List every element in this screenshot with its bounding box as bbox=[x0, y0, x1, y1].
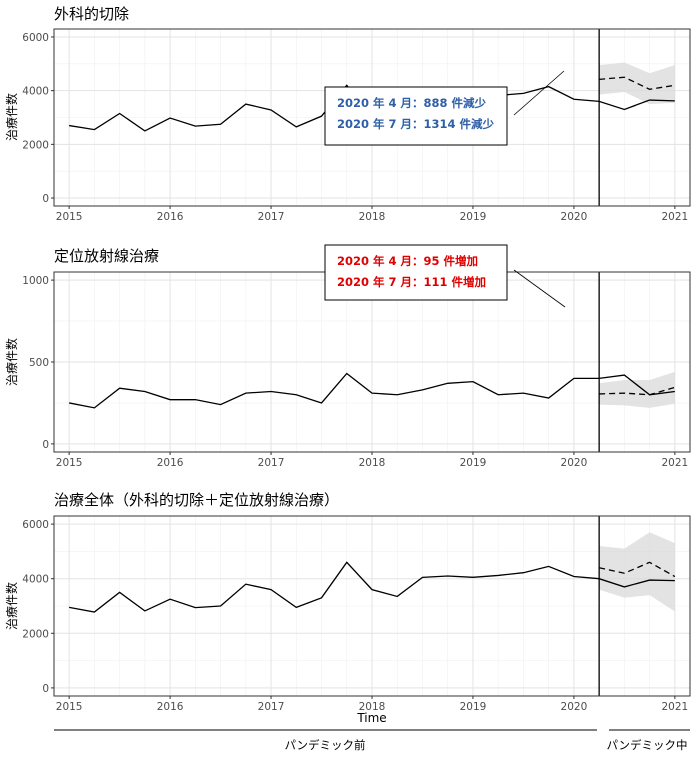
x-axis-label: Time bbox=[356, 711, 386, 725]
x-tick-label: 2019 bbox=[460, 457, 487, 469]
annotation-text: 2020 年 4 月：95 件増加 bbox=[337, 254, 478, 268]
x-tick-label: 2018 bbox=[359, 211, 386, 223]
panel2-plot: 0 500 1000 2015 2016 2017 2018 2019 2020 2021 2020… bbox=[22, 244, 691, 469]
y-tick-label: 500 bbox=[29, 357, 49, 369]
annotation-box bbox=[324, 244, 508, 301]
x-tick-label: 2018 bbox=[359, 701, 386, 713]
y-tick-label: 4000 bbox=[22, 574, 49, 586]
y-tick-label: 6000 bbox=[22, 519, 49, 531]
annotation-leader-line bbox=[513, 269, 566, 308]
x-tick-label: 2016 bbox=[157, 457, 184, 469]
x-tick-label: 2017 bbox=[258, 701, 285, 713]
annotation-leader-line bbox=[513, 70, 565, 116]
y-tick-label: 0 bbox=[42, 439, 49, 451]
x-tick-label: 2015 bbox=[56, 211, 83, 223]
panel1-plot: 0 2000 4000 6000 2015 2016 2017 2018 2019 2020 202… bbox=[22, 28, 691, 223]
confidence-band bbox=[599, 371, 675, 408]
x-tick-label: 2019 bbox=[460, 701, 487, 713]
pre-period-label: パンデミック前 bbox=[284, 738, 365, 752]
x-tick-label: 2020 bbox=[561, 701, 588, 713]
panel2-ylabel: 治療件数 bbox=[4, 338, 19, 386]
panel3-ylabel: 治療件数 bbox=[4, 582, 19, 630]
x-tick-label: 2016 bbox=[157, 211, 184, 223]
x-tick-label: 2021 bbox=[661, 211, 688, 223]
annotation-text: 2020 年 4 月：888 件減少 bbox=[337, 96, 487, 110]
panel3-title: 治療全体（外科的切除＋定位放射線治療） bbox=[54, 491, 339, 509]
y-tick-label: 0 bbox=[42, 683, 49, 695]
y-tick-label: 1000 bbox=[22, 275, 49, 287]
counterfactual-line bbox=[599, 561, 676, 578]
observed-line bbox=[69, 561, 675, 613]
x-tick-label: 2017 bbox=[258, 211, 285, 223]
x-tick-label: 2021 bbox=[661, 701, 688, 713]
y-tick-label: 2000 bbox=[22, 139, 49, 151]
annotation-text: 2020 年 7 月：1314 件減少 bbox=[337, 117, 495, 131]
y-tick-label: 4000 bbox=[22, 86, 49, 98]
counterfactual-line bbox=[599, 76, 675, 90]
x-tick-label: 2015 bbox=[56, 457, 83, 469]
y-tick-label: 2000 bbox=[22, 628, 49, 640]
during-period-label: パンデミック中 bbox=[606, 738, 687, 752]
x-tick-label: 2015 bbox=[56, 701, 83, 713]
x-tick-label: 2016 bbox=[157, 701, 184, 713]
panel2-title: 定位放射線治療 bbox=[54, 247, 159, 265]
panel1-ylabel: 治療件数 bbox=[4, 93, 19, 141]
x-tick-label: 2021 bbox=[661, 457, 688, 469]
confidence-band bbox=[599, 532, 675, 612]
x-tick-label: 2020 bbox=[561, 211, 588, 223]
x-tick-label: 2020 bbox=[561, 457, 588, 469]
annotation-box bbox=[324, 86, 508, 146]
x-tick-label: 2018 bbox=[359, 457, 386, 469]
x-tick-label: 2019 bbox=[460, 211, 487, 223]
panel3-plot: 0 2000 4000 6000 2015 2016 2017 2018 2019 2020 202… bbox=[22, 515, 691, 713]
x-tick-label: 2017 bbox=[258, 457, 285, 469]
counterfactual-line bbox=[599, 386, 676, 396]
annotation-text: 2020 年 7 月：111 件増加 bbox=[337, 275, 486, 289]
y-tick-label: 6000 bbox=[22, 32, 49, 44]
panel1-title: 外科的切除 bbox=[54, 5, 129, 23]
y-tick-label: 0 bbox=[42, 193, 49, 205]
confidence-band bbox=[599, 62, 675, 105]
observed-line bbox=[69, 372, 675, 409]
